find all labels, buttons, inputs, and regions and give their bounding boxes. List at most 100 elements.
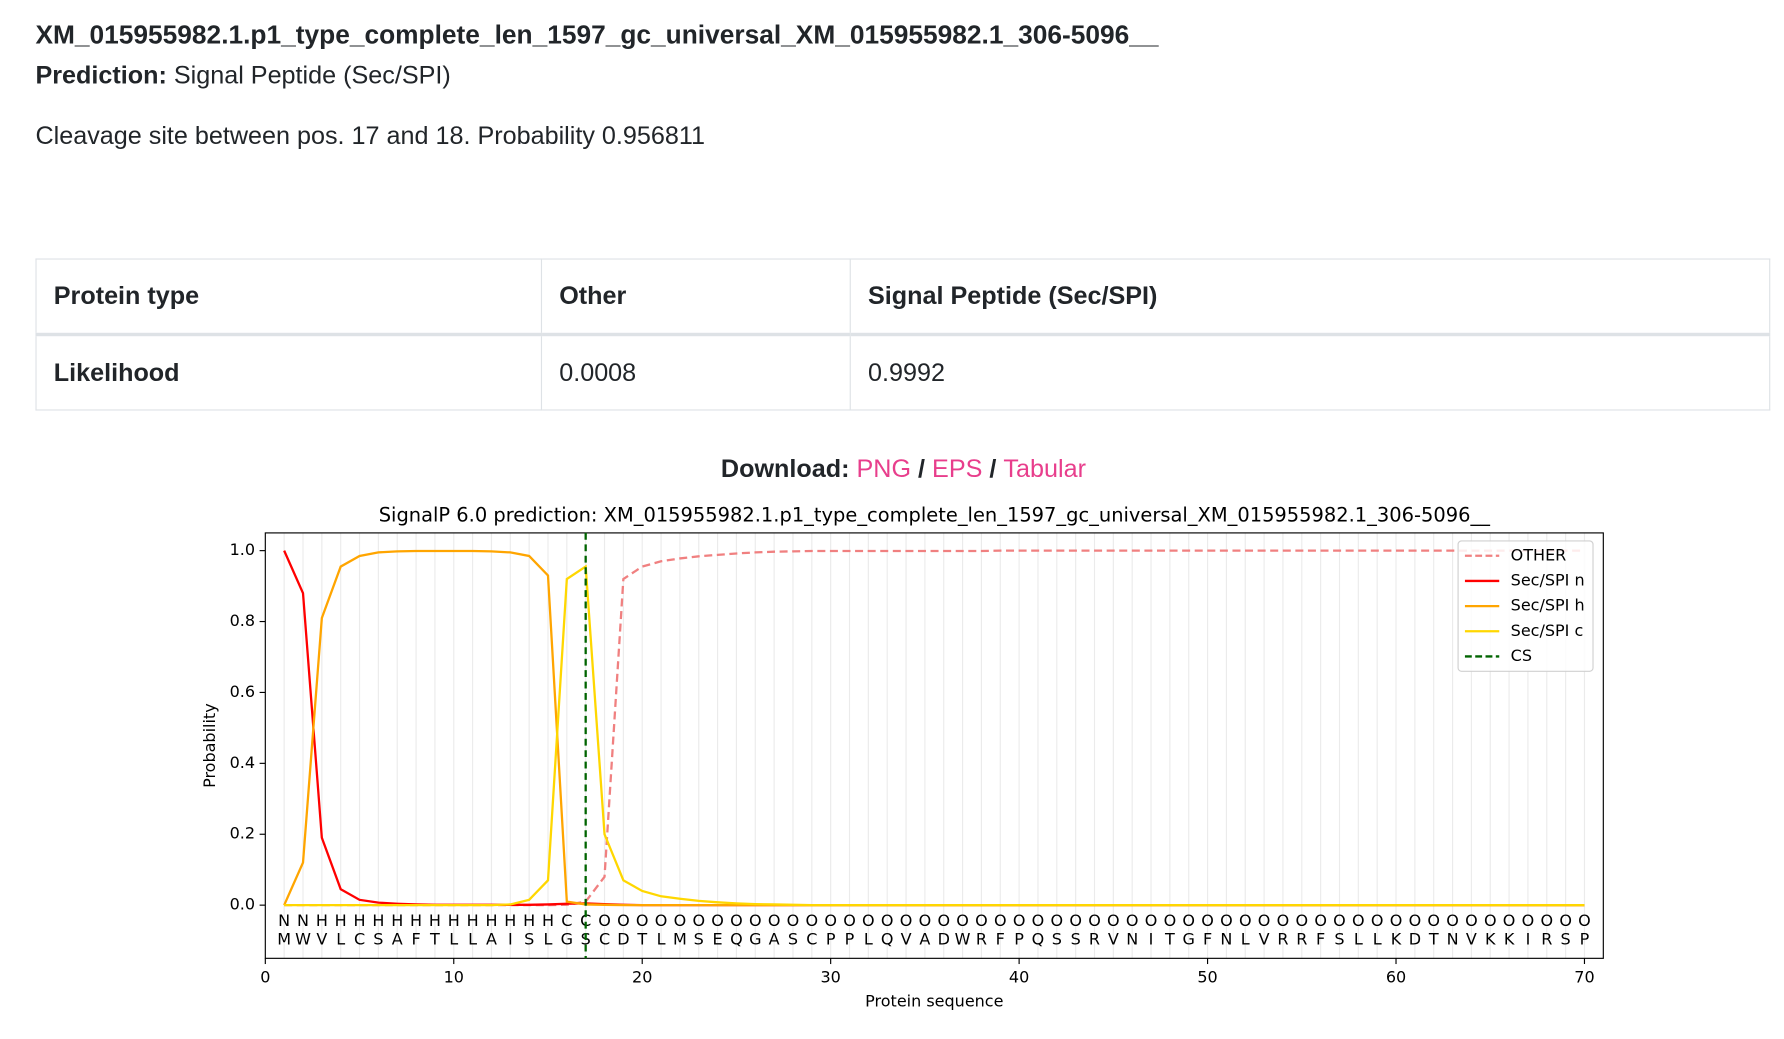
region-letter: O [862,911,875,930]
y-tick-label: 0.6 [230,682,255,701]
residue-letter: P [826,930,836,949]
separator: / [989,454,997,483]
region-letter: O [1088,911,1101,930]
region-letter: O [1409,911,1422,930]
region-letter: O [1427,911,1440,930]
cleavage-text: Cleavage site between pos. 17 and 18. Pr… [35,121,705,150]
region-letter: H [429,911,441,930]
x-tick-label: 60 [1386,967,1406,986]
region-letter: O [919,911,932,930]
residue-letter: G [1183,930,1195,949]
region-letter: O [1182,911,1195,930]
residue-letter: T [1164,930,1175,949]
series-line [284,564,1585,907]
region-letter: O [1503,911,1516,930]
residue-letter: K [1391,930,1402,949]
residue-letter: A [486,930,497,949]
separator: / [918,454,926,483]
header-cell: Signal Peptide (Sec/SPI) [849,258,1771,337]
region-letter: O [1164,911,1177,930]
residue-letter: W [955,930,971,949]
region-letter: C [580,911,591,930]
png-link[interactable]: PNG [856,454,912,483]
y-tick-label: 0.8 [230,611,255,630]
residue-letter: F [1316,930,1325,949]
y-tick-label: 0.4 [230,753,255,772]
residue-letter: V [1259,930,1270,949]
region-letter: O [1352,911,1365,930]
y-axis-label: Probability [200,703,219,788]
residue-letter: L [468,930,477,949]
residue-letter: N [1126,930,1138,949]
residue-letter: Q [881,930,894,949]
eps-link[interactable]: EPS [932,454,983,483]
residue-letter: F [1203,930,1212,949]
residue-letter: Q [730,930,743,949]
prediction: Prediction: Signal Peptide (Sec/SPI) [35,61,450,91]
residue-letter: A [392,930,403,949]
residue-letter: V [1108,930,1119,949]
region-letter: C [561,911,572,930]
region-letter: O [1540,911,1553,930]
legend-label: Sec/SPI c [1511,621,1584,640]
residue-letter: A [919,930,930,949]
tabular-link[interactable]: Tabular [1003,454,1086,483]
region-letter: H [391,911,403,930]
region-letter: O [730,911,743,930]
legend-label: Sec/SPI n [1511,570,1585,589]
region-letter: O [1333,911,1346,930]
region-letter: O [994,911,1007,930]
residue-letter: Q [1032,930,1045,949]
residue-letter: G [749,930,761,949]
residue-letter: C [806,930,817,949]
residue-letter: N [1220,930,1232,949]
region-letter: O [1239,911,1252,930]
region-letter: H [523,911,535,930]
region-letter: O [1465,911,1478,930]
residue-letter: P [1580,930,1590,949]
region-letter: O [1484,911,1497,930]
residue-letter: D [938,930,950,949]
region-letter: O [1559,911,1572,930]
series-line [284,549,1585,907]
region-letter: O [655,911,668,930]
residue-letter: R [1296,930,1307,949]
region-letter: H [504,911,516,930]
region-letter: O [711,911,724,930]
region-letter: H [335,911,347,930]
prediction-value: Signal Peptide (Sec/SPI) [173,60,451,90]
region-letter: O [900,911,913,930]
cell: 0.0008 [540,333,851,411]
series-line [283,550,1585,907]
download-label: Download: [720,454,850,483]
residue-letter: T [636,930,647,949]
residue-letter: C [354,930,365,949]
table-row: Likelihood 0.0008 0.9992 [35,333,1771,411]
region-letter: O [1390,911,1403,930]
residue-letter: V [901,930,912,949]
legend-label: OTHER [1511,545,1567,564]
x-tick-label: 10 [444,967,464,986]
region-letter: O [1145,911,1158,930]
region-letter: O [1522,911,1535,930]
residue-letter: S [1334,930,1344,949]
residue-letter: M [673,930,687,949]
region-letter: O [1201,911,1214,930]
region-letter: O [636,911,649,930]
region-letter: H [467,911,479,930]
residue-letter: I [1149,930,1154,949]
region-letter: O [975,911,988,930]
region-letter: O [1578,911,1591,930]
chart: 0.0 0.2 0.4 0.6 0.8 1.0 0 10 20 30 40 50 60 70 SignalP… [200,503,1604,1010]
residue-letter: L [1354,930,1363,949]
residue-letter: L [1373,930,1382,949]
region-letter: O [881,911,894,930]
residue-letter: F [411,930,420,949]
residue-letter: V [316,930,327,949]
download-bar: Download: PNG / EPS / Tabular [0,454,1784,484]
region-letter: O [1069,911,1082,930]
y-tick-label: 0.2 [230,824,255,843]
residue-letter: L [1241,930,1250,949]
region-letter: O [824,911,837,930]
region-letter: O [843,911,856,930]
